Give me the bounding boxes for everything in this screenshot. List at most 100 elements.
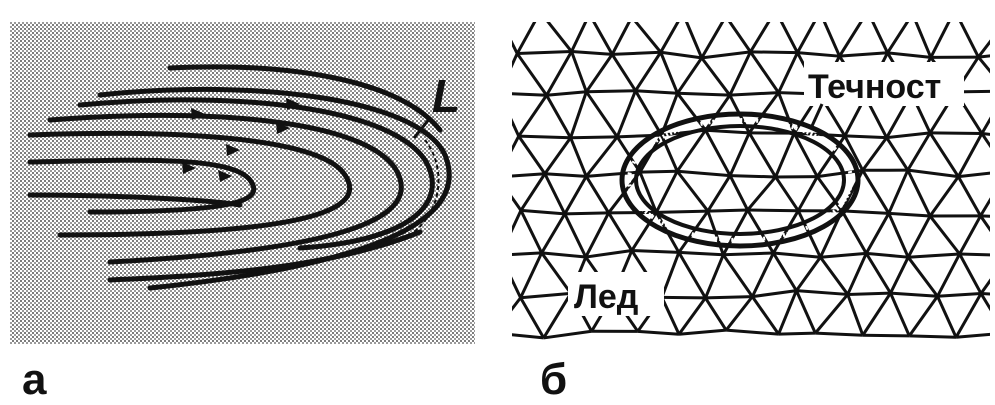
lattice-edge: [979, 197, 990, 217]
flow-line-1: [27, 157, 257, 215]
lattice-edge: [861, 169, 891, 215]
arrow-4: [286, 98, 300, 110]
lattice-edge: [512, 333, 544, 340]
lattice-edge: [865, 252, 892, 294]
flow-line-2: [27, 130, 353, 238]
lattice-edge: [779, 22, 799, 54]
lattice-edge: [954, 292, 983, 339]
lattice-edge: [906, 215, 932, 258]
lattice-edge: [871, 22, 889, 54]
lattice-edge: [777, 92, 796, 134]
lattice-edge: [512, 117, 521, 137]
lattice-edge: [889, 256, 910, 294]
lattice-edge: [958, 253, 983, 295]
lattice-edge: [677, 91, 730, 97]
lattice-edge: [543, 329, 592, 340]
lattice-edge: [913, 10, 955, 13]
lattice-edge: [677, 297, 707, 336]
lattice-edge: [512, 209, 523, 234]
panel-a-letter: а: [22, 355, 47, 404]
lattice-edge: [772, 209, 800, 254]
lattice-edge: [700, 56, 732, 97]
lattice-edge: [977, 56, 990, 74]
lattice-edge: [777, 290, 798, 335]
liquid-label-background: [804, 62, 964, 106]
flow-line-7: [167, 64, 443, 133]
lattice-edge: [980, 292, 990, 296]
lattice-edge: [615, 90, 637, 138]
lattice-edge: [979, 278, 990, 295]
lattice-edge: [512, 296, 522, 312]
lattice-edge: [676, 129, 707, 173]
arrow-1: [218, 170, 232, 182]
lattice-edge: [610, 22, 631, 56]
lattice-edge: [957, 132, 984, 178]
lattice-edge: [724, 295, 754, 332]
lattice-edge: [796, 289, 848, 296]
lattice-edge: [683, 13, 726, 16]
curve-label-pointer: [412, 117, 432, 139]
lattice-edge: [584, 175, 610, 214]
lattice-edge: [546, 90, 587, 97]
lattice-edge: [958, 215, 982, 255]
lattice-edge: [677, 210, 710, 254]
lattice-edge: [794, 131, 845, 138]
arrow-3: [276, 122, 290, 134]
lattice-edge: [512, 39, 519, 55]
lattice-edge: [517, 94, 548, 137]
lattice-edge: [885, 136, 910, 171]
lattice-edge: [517, 50, 572, 56]
lattice-edge: [887, 212, 910, 258]
lattice-edge: [980, 116, 990, 135]
lattice-edge: [840, 210, 868, 255]
lattice-edge: [907, 256, 939, 298]
lattice-edge: [908, 295, 939, 337]
lattice-edge: [660, 50, 702, 60]
lattice-edge: [888, 211, 931, 218]
lattice-edge: [930, 131, 982, 136]
lattice-edge: [886, 22, 910, 54]
lattice-edge: [955, 89, 990, 94]
lattice-edge: [512, 276, 522, 299]
lattice-edge: [747, 208, 799, 213]
flow-arrows: [182, 98, 300, 182]
lattice-edge: [543, 173, 567, 215]
lattice-edge: [980, 214, 990, 218]
lattice-edge: [637, 329, 680, 336]
lattice-edge: [563, 175, 588, 215]
panel-b: Течност Лед б: [512, 10, 995, 404]
lattice-edge: [749, 51, 780, 94]
lattice-edge: [957, 175, 982, 217]
flow-lines: [27, 64, 452, 291]
lattice-edge: [512, 195, 523, 212]
lattice-edge: [571, 50, 613, 56]
lattice-edge: [512, 251, 542, 256]
lattice-edge: [585, 249, 633, 259]
lattice-edge: [752, 289, 797, 299]
lattice-edge: [512, 172, 545, 178]
lattice-edge: [928, 175, 960, 217]
lattice-edge: [981, 132, 990, 136]
lattice-edge: [928, 215, 961, 255]
lattice-edge: [569, 137, 588, 177]
lattice-edge: [977, 39, 990, 58]
lattice-edge: [612, 50, 661, 56]
lattice-edge: [955, 332, 990, 339]
lattice-edge: [980, 132, 990, 149]
lattice-edge: [707, 208, 748, 213]
lattice-edge: [750, 50, 798, 55]
lattice-edge: [700, 22, 725, 59]
lattice-edge: [585, 53, 614, 93]
lattice-edge: [592, 22, 614, 56]
lattice-edge: [866, 251, 909, 259]
lattice-edge: [544, 172, 587, 178]
lattice-edge: [676, 57, 703, 95]
lattice-edge: [841, 209, 889, 215]
lattice-edge: [955, 10, 995, 17]
lattice-edge: [730, 174, 776, 179]
lattice-edge: [610, 53, 637, 92]
lattice-edge: [814, 293, 849, 335]
lattice-edge: [959, 252, 990, 257]
lattice-edge: [796, 175, 819, 212]
